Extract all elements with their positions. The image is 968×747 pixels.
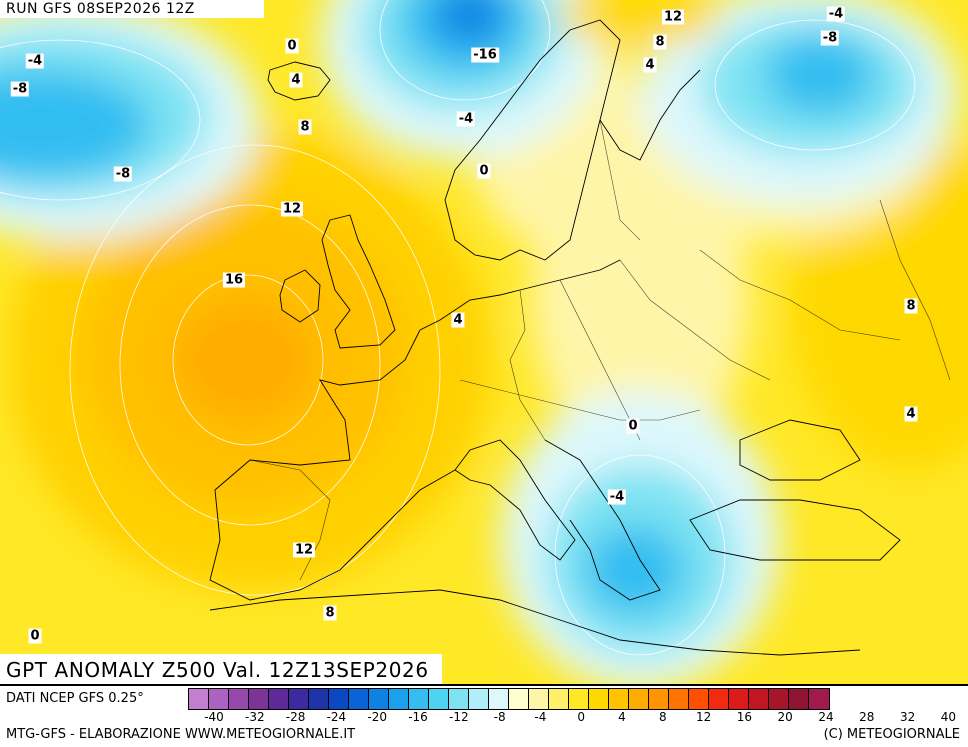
contour-label: 16 bbox=[222, 272, 246, 288]
credit-right: (C) METEOGIORNALE bbox=[823, 727, 960, 742]
colorbar-swatch bbox=[689, 689, 709, 709]
colorbar-tick-label: 40 bbox=[940, 710, 957, 724]
contour-label: 0 bbox=[477, 163, 491, 179]
colorbar-swatch bbox=[589, 689, 609, 709]
colorbar-tick-label: 4 bbox=[618, 710, 626, 724]
colorbar-ticks: -40 -32 -28 -24 -20 -16 -12 -8 -4 0 4 8 12 16 20 24 28 32… bbox=[188, 710, 968, 726]
colorbar-swatch bbox=[189, 689, 209, 709]
colorbar-swatch bbox=[709, 689, 729, 709]
contour-label: 12 bbox=[292, 542, 316, 558]
contour-label: 0 bbox=[285, 38, 299, 54]
credit-left: MTG-GFS - ELABORAZIONE WWW.METEOGIORNALE… bbox=[6, 727, 356, 742]
colorbar-swatch bbox=[329, 689, 349, 709]
colorbar-swatch bbox=[669, 689, 689, 709]
colorbar-swatch bbox=[449, 689, 469, 709]
anomaly-blobs bbox=[0, 0, 968, 684]
colorbar-tick-label: 28 bbox=[859, 710, 875, 724]
colorbar-swatch bbox=[549, 689, 569, 709]
colorbar-swatch bbox=[409, 689, 429, 709]
colorbar-swatch bbox=[609, 689, 629, 709]
colorbar-tick-label: -20 bbox=[367, 710, 387, 724]
contour-label: -4 bbox=[25, 53, 45, 69]
colorbar-swatch bbox=[509, 689, 529, 709]
colorbar-swatch bbox=[489, 689, 509, 709]
data-source: DATI NCEP GFS 0.25° bbox=[6, 691, 144, 706]
colorbar-swatch bbox=[749, 689, 769, 709]
colorbar-swatch bbox=[729, 689, 749, 709]
colorbar-swatch bbox=[769, 689, 789, 709]
isolines bbox=[0, 0, 916, 656]
contour-label: 8 bbox=[904, 298, 918, 314]
colorbar-swatch bbox=[389, 689, 409, 709]
colorbar-swatch bbox=[309, 689, 329, 709]
contour-label: -4 bbox=[456, 111, 476, 127]
colorbar-swatch bbox=[629, 689, 649, 709]
colorbar-swatch bbox=[369, 689, 389, 709]
colorbar-swatch bbox=[249, 689, 269, 709]
colorbar-tick-label: 0 bbox=[577, 710, 586, 724]
contour-label: 0 bbox=[626, 418, 640, 434]
contour-label: -8 bbox=[10, 81, 30, 97]
colorbar-swatch bbox=[429, 689, 449, 709]
colorbar-tick-label: -40 bbox=[204, 710, 224, 724]
map-title-box: GPT ANOMALY Z500 Val. 12Z13SEP2026 bbox=[0, 654, 442, 684]
colorbar-swatch bbox=[529, 689, 549, 709]
map-title: GPT ANOMALY Z500 Val. 12Z13SEP2026 bbox=[6, 658, 429, 682]
contour-label: 0 bbox=[28, 628, 42, 644]
colorbar-tick-label: 12 bbox=[695, 710, 712, 724]
contour-label: 4 bbox=[289, 72, 303, 88]
colorbar-tick-label: 24 bbox=[818, 710, 834, 724]
anomaly-field bbox=[0, 0, 968, 684]
colorbar-swatch bbox=[569, 689, 589, 709]
colorbar-tick-label: -16 bbox=[408, 710, 428, 724]
colorbar-tick-label: 16 bbox=[736, 710, 753, 724]
colorbar-tick-label: -28 bbox=[285, 710, 306, 724]
contour-label: -4 bbox=[607, 489, 627, 505]
contour-label: 4 bbox=[904, 406, 918, 422]
legend-footer: DATI NCEP GFS 0.25° -40 -32 -28 -24 -20 -16 -1… bbox=[0, 684, 968, 747]
colorbar-tick-label: -12 bbox=[448, 710, 469, 724]
colorbar-tick-label: -24 bbox=[326, 710, 347, 724]
colorbar-swatch bbox=[269, 689, 289, 709]
borders bbox=[249, 119, 951, 581]
colorbar-swatch bbox=[649, 689, 669, 709]
contour-label: -8 bbox=[113, 166, 133, 182]
contour-label: -16 bbox=[471, 47, 499, 63]
colorbar-swatch bbox=[809, 689, 829, 709]
weather-map: RUN GFS 08SEP2026 12Z -4 -8 0 4 -16 -4 8… bbox=[0, 0, 968, 684]
colorbar-tick-label: 20 bbox=[777, 710, 793, 724]
colorbar-swatch bbox=[229, 689, 249, 709]
colorbar bbox=[188, 688, 830, 710]
contour-label: 4 bbox=[451, 312, 465, 328]
colorbar-swatch bbox=[469, 689, 489, 709]
colorbar-tick-label: 32 bbox=[899, 710, 916, 724]
contour-label: 12 bbox=[661, 9, 685, 25]
contour-label: 4 bbox=[643, 57, 657, 73]
colorbar-tick-label: 8 bbox=[658, 710, 667, 724]
colorbar-swatch bbox=[209, 689, 229, 709]
colorbar-tick-label: -8 bbox=[493, 710, 506, 724]
colorbar-tick-label: -32 bbox=[244, 710, 265, 724]
contour-label: 12 bbox=[280, 201, 304, 217]
run-label: RUN GFS 08SEP2026 12Z bbox=[6, 1, 195, 17]
colorbar-swatch bbox=[289, 689, 309, 709]
colorbar-swatch bbox=[349, 689, 369, 709]
contour-label: 8 bbox=[653, 34, 667, 50]
coastlines bbox=[209, 19, 901, 656]
contour-label: -8 bbox=[820, 30, 840, 46]
contour-label: 8 bbox=[298, 119, 312, 135]
colorbar-tick-label: -4 bbox=[534, 710, 547, 724]
run-header: RUN GFS 08SEP2026 12Z bbox=[0, 0, 264, 18]
colorbar-swatch bbox=[789, 689, 809, 709]
contour-label: 8 bbox=[323, 605, 337, 621]
contour-label: -4 bbox=[826, 6, 846, 22]
